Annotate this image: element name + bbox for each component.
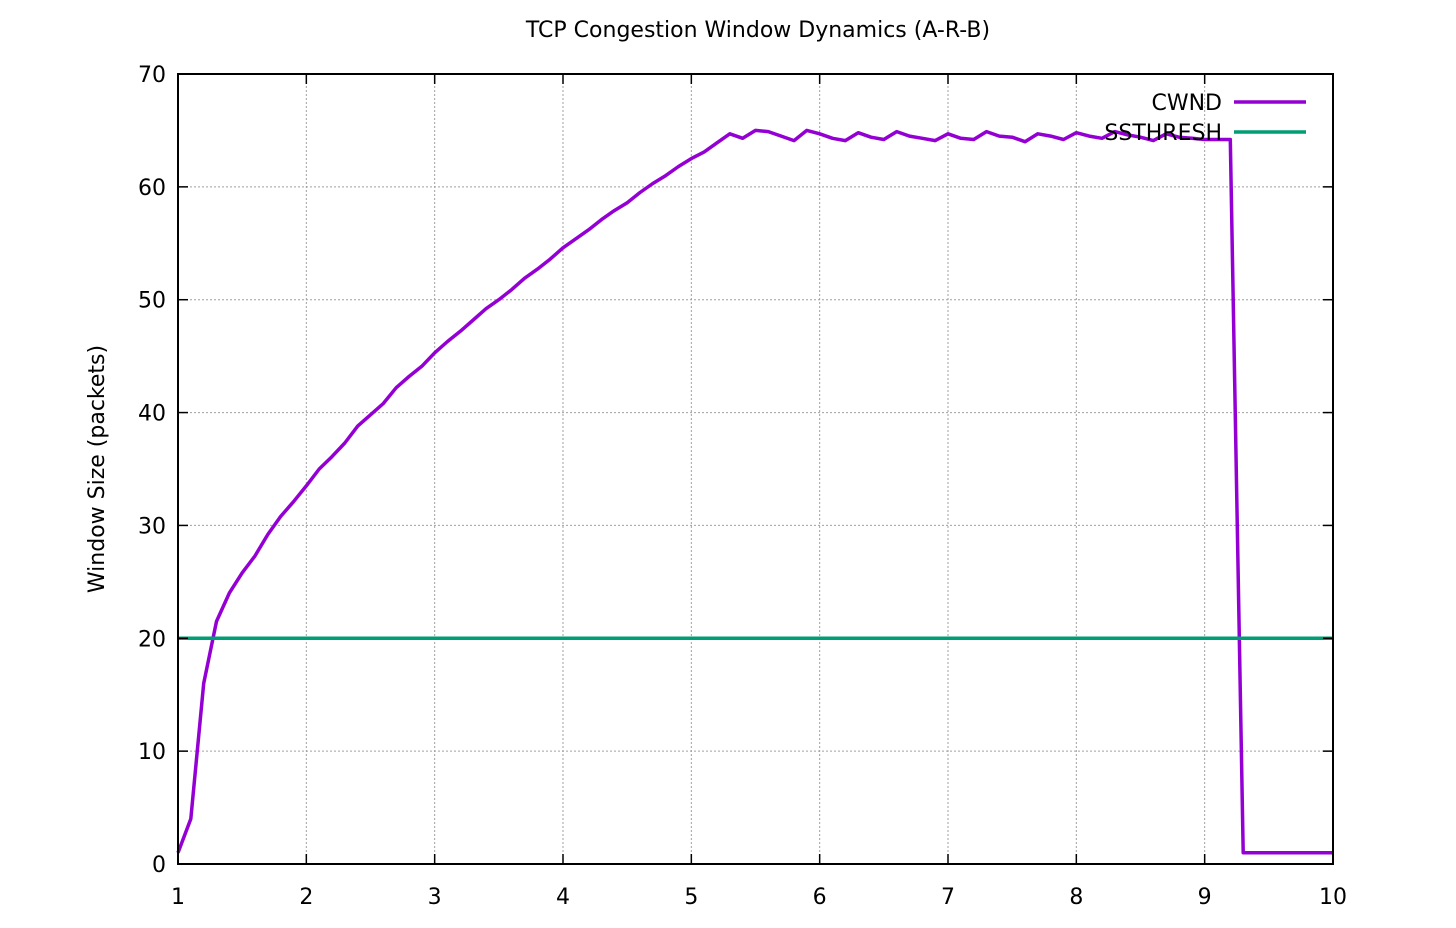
x-tick-label: 5 bbox=[684, 885, 698, 910]
y-tick-label: 20 bbox=[138, 627, 166, 652]
y-tick-label: 10 bbox=[138, 740, 166, 765]
x-tick-label: 10 bbox=[1319, 885, 1347, 910]
x-tick-label: 9 bbox=[1198, 885, 1212, 910]
y-tick-label: 0 bbox=[152, 853, 166, 878]
y-tick-label: 60 bbox=[138, 176, 166, 201]
chart-title: TCP Congestion Window Dynamics (A-R-B) bbox=[525, 18, 990, 43]
x-tick-label: 1 bbox=[171, 885, 185, 910]
x-tick-label: 6 bbox=[813, 885, 827, 910]
x-tick-label: 8 bbox=[1069, 885, 1083, 910]
legend-label-cwnd: CWND bbox=[1151, 91, 1222, 116]
y-tick-label: 30 bbox=[138, 514, 166, 539]
grid-layer bbox=[178, 74, 1333, 864]
legend: CWND SSTHRESH bbox=[1104, 91, 1306, 146]
x-tick-label: 2 bbox=[299, 885, 313, 910]
x-tick-label: 3 bbox=[428, 885, 442, 910]
plot-frame bbox=[177, 73, 1334, 865]
x-tick-label: 4 bbox=[556, 885, 570, 910]
series-layer bbox=[176, 128, 1333, 855]
y-tick-label: 70 bbox=[138, 63, 166, 88]
series-line-cwnd bbox=[176, 128, 1333, 855]
y-axis-label: Window Size (packets) bbox=[85, 345, 110, 593]
y-tick-label: 50 bbox=[138, 289, 166, 314]
x-tick-label: 7 bbox=[941, 885, 955, 910]
legend-label-ssthresh: SSTHRESH bbox=[1104, 121, 1222, 146]
tick-layer: 1 2 3 4 5 6 7 8 9 10 0 10 20 30 40 50 60 70 bbox=[138, 63, 1347, 910]
y-tick-label: 40 bbox=[138, 402, 166, 427]
